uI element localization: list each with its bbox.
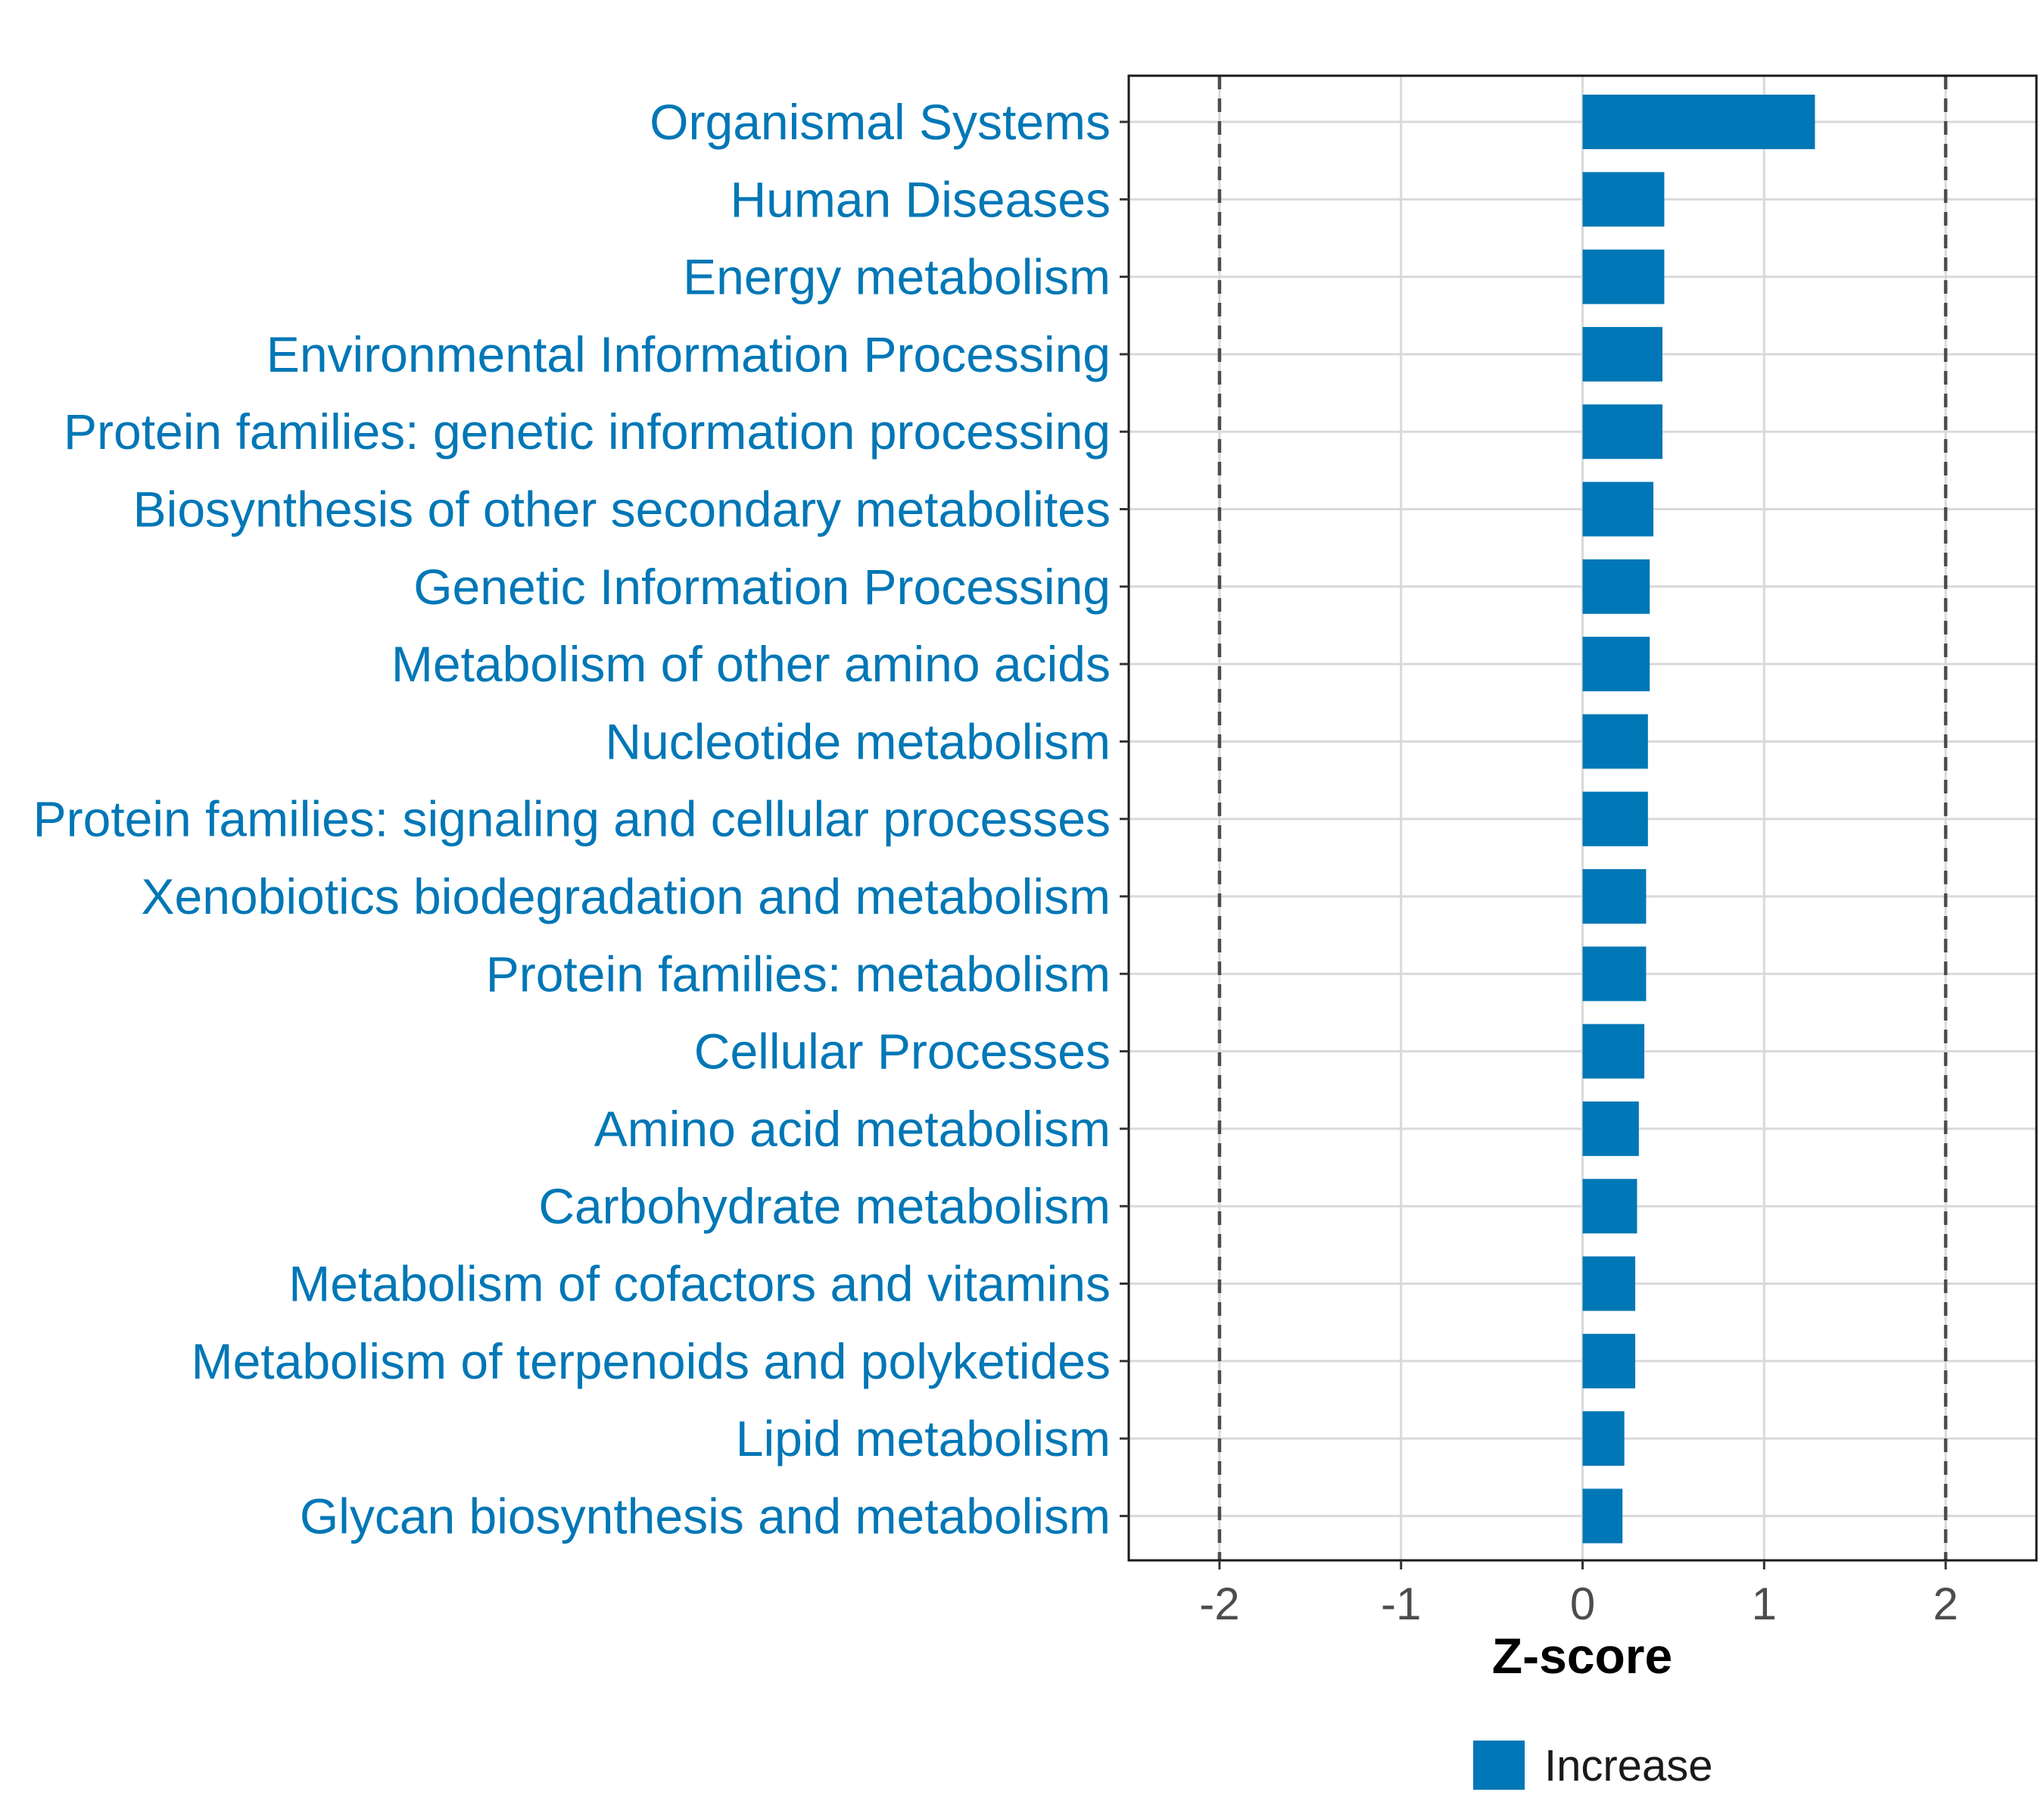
bar bbox=[1582, 249, 1665, 304]
x-tick-label: -1 bbox=[1381, 1579, 1421, 1629]
category-label: Protein families: metabolism bbox=[486, 946, 1111, 1002]
bar bbox=[1582, 946, 1647, 1002]
category-label: Environmental Information Processing bbox=[266, 326, 1111, 382]
category-label: Biosynthesis of other secondary metaboli… bbox=[133, 482, 1111, 538]
category-label: Organismal Systems bbox=[650, 94, 1111, 150]
x-axis-title: Z-score bbox=[1492, 1628, 1672, 1684]
x-tick-label: 2 bbox=[1933, 1579, 1958, 1629]
category-label: Cellular Processes bbox=[694, 1024, 1111, 1080]
bar bbox=[1582, 791, 1648, 846]
x-tick-label: -2 bbox=[1199, 1579, 1239, 1629]
reference-lines bbox=[1217, 76, 1948, 1560]
category-label: Metabolism of other amino acids bbox=[391, 636, 1111, 692]
category-label: Protein families: genetic information pr… bbox=[64, 404, 1111, 460]
bar bbox=[1582, 326, 1663, 382]
category-label: Energy metabolism bbox=[683, 249, 1111, 305]
bar bbox=[1582, 482, 1654, 537]
category-label: Protein families: signaling and cellular… bbox=[33, 791, 1111, 847]
bar bbox=[1582, 869, 1647, 924]
bar bbox=[1582, 95, 1815, 149]
bar bbox=[1582, 1411, 1625, 1466]
bar bbox=[1582, 1333, 1636, 1388]
bar bbox=[1582, 172, 1665, 227]
bar bbox=[1582, 1024, 1645, 1079]
bar bbox=[1582, 1179, 1637, 1234]
bar bbox=[1582, 1488, 1623, 1544]
category-label: Carbohydrate metabolism bbox=[538, 1178, 1111, 1234]
legend-label-increase: Increase bbox=[1544, 1741, 1712, 1791]
category-label: Xenobiotics biodegradation and metabolis… bbox=[142, 868, 1111, 924]
x-axis: -2 -1 0 1 2 bbox=[1199, 1560, 1958, 1629]
bar bbox=[1582, 559, 1650, 614]
y-axis: Organismal Systems Human Diseases Energy m… bbox=[33, 94, 1129, 1544]
category-label: Metabolism of terpenoids and polyketides bbox=[192, 1333, 1111, 1389]
category-label: Nucleotide metabolism bbox=[605, 713, 1111, 769]
bar-layer bbox=[1582, 95, 1815, 1544]
bar bbox=[1582, 404, 1663, 460]
legend-swatch-increase bbox=[1473, 1741, 1525, 1790]
category-label: Amino acid metabolism bbox=[594, 1101, 1111, 1157]
category-label: Human Diseases bbox=[730, 171, 1111, 227]
category-label: Genetic Information Processing bbox=[413, 559, 1111, 615]
legend: Increase bbox=[1473, 1741, 1712, 1791]
bar bbox=[1582, 1101, 1639, 1156]
category-label: Glycan biosynthesis and metabolism bbox=[300, 1488, 1111, 1544]
bar bbox=[1582, 637, 1650, 692]
bar bbox=[1582, 1256, 1636, 1311]
bar bbox=[1582, 714, 1648, 769]
x-tick-label: 1 bbox=[1752, 1579, 1777, 1629]
category-label: Lipid metabolism bbox=[736, 1410, 1111, 1466]
category-label: Metabolism of cofactors and vitamins bbox=[288, 1256, 1111, 1312]
x-tick-label: 0 bbox=[1570, 1579, 1595, 1629]
